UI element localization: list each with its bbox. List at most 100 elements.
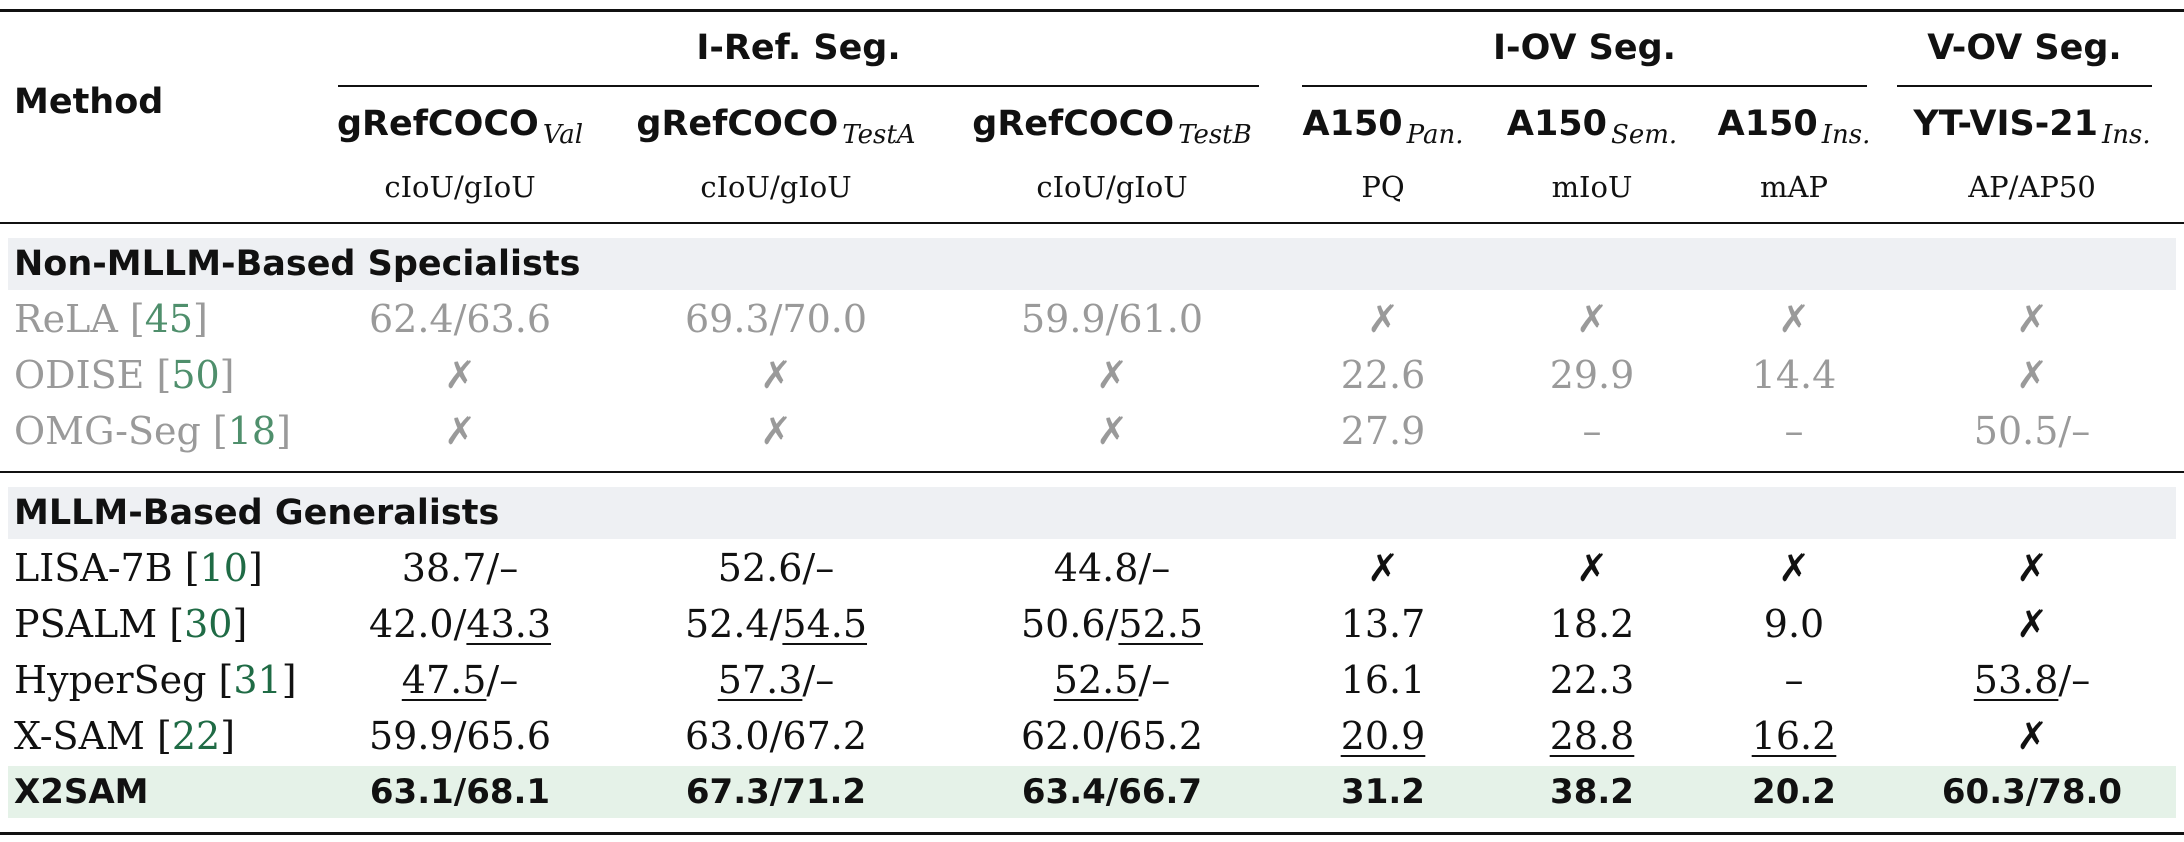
text-segment: ] — [276, 409, 291, 453]
text-segment: 22.3 — [1549, 658, 1635, 702]
section-title: MLLM-Based Generalists — [14, 493, 500, 533]
column-name: gRefCOCO — [336, 104, 539, 144]
text-segment: ✗ — [760, 409, 792, 453]
text-segment: 27.9 — [1340, 409, 1426, 453]
column-name: A150 — [1302, 104, 1403, 144]
text-segment: 29.9 — [1549, 353, 1635, 397]
underlined-value: 20.9 — [1340, 714, 1426, 758]
table-cell: 9.0 — [1634, 596, 1954, 652]
text-segment: ReLA [ — [14, 297, 145, 341]
method-cell: HyperSeg [31] — [14, 652, 297, 708]
column-name: A150 — [1717, 104, 1818, 144]
column-name: YT-VIS-21 — [1913, 104, 2098, 144]
table-cell: 22.3 — [1432, 652, 1752, 708]
column-name: gRefCOCO — [636, 104, 839, 144]
method-cell: ODISE [50] — [14, 347, 235, 403]
text-segment: 38.2 — [1550, 772, 1634, 812]
text-segment: ✗ — [1778, 546, 1810, 590]
column-header: A150 Pan. — [1183, 104, 1583, 150]
column-name: A150 — [1506, 104, 1608, 144]
text-segment: ✗ — [2016, 602, 2048, 646]
text-segment: ] — [219, 353, 235, 397]
bottom-rule — [0, 832, 2184, 835]
citation: 18 — [227, 409, 277, 453]
table-cell: 44.8/– — [952, 540, 1272, 596]
text-segment: ] — [193, 297, 208, 341]
table-cell: ✗ — [952, 347, 1272, 403]
table-cell: 50.5/– — [1872, 403, 2184, 459]
column-metric: cIoU/gIoU — [700, 170, 852, 204]
text-segment: ✗ — [2016, 297, 2048, 341]
table-cell: – — [1432, 403, 1752, 459]
text-segment: ✗ — [444, 409, 476, 453]
table-cell: 38.2 — [1432, 764, 1752, 820]
table-cell: 52.6/– — [616, 540, 936, 596]
table-cell: 42.0/43.3 — [300, 596, 620, 652]
section-rule — [0, 471, 2184, 473]
table-cell: ✗ — [1872, 708, 2184, 764]
table-cell: 63.0/67.2 — [616, 708, 936, 764]
method-cell: ReLA [45] — [14, 291, 208, 347]
text-segment: 16.1 — [1340, 658, 1426, 702]
text-segment: 22.6 — [1340, 353, 1426, 397]
text-segment: 52.4/ — [684, 602, 783, 646]
text-segment: 9.0 — [1763, 602, 1825, 646]
table-cell: 28.8 — [1432, 708, 1752, 764]
text-segment: OMG-Seg [ — [14, 409, 228, 453]
top-rule — [0, 9, 2184, 12]
method-cell: LISA-7B [10] — [14, 540, 263, 596]
text-segment: LISA-7B [ — [14, 546, 200, 590]
text-segment: ✗ — [1576, 546, 1608, 590]
table-cell: 18.2 — [1432, 596, 1752, 652]
text-segment: ✗ — [2016, 714, 2048, 758]
table-cell: 20.9 — [1223, 708, 1543, 764]
table-cell: 16.2 — [1634, 708, 1954, 764]
text-segment: ] — [281, 658, 297, 702]
method-cell: PSALM [30] — [14, 596, 247, 652]
method-header: Method — [14, 82, 164, 122]
table-cell: 63.1/68.1 — [300, 764, 620, 820]
table-cell: 57.3/– — [616, 652, 936, 708]
text-segment: 63.4/66.7 — [1021, 772, 1203, 812]
text-segment: 50.5/– — [1973, 409, 2091, 453]
table-cell: 59.9/65.6 — [300, 708, 620, 764]
text-segment: – — [1582, 409, 1602, 453]
column-metric: cIoU/gIoU — [1036, 170, 1188, 204]
table-cell: 29.9 — [1432, 347, 1752, 403]
table-cell: ✗ — [1432, 291, 1752, 347]
table-cell: 31.2 — [1223, 764, 1543, 820]
column-header: gRefCOCO TestA — [576, 104, 976, 150]
underlined-value: 43.3 — [466, 602, 552, 646]
column-header: A150 Sem. — [1392, 104, 1792, 150]
table-cell: ✗ — [1872, 347, 2184, 403]
highlight-background — [8, 766, 2176, 818]
text-segment: 63.1/68.1 — [369, 772, 551, 812]
text-segment: 62.4/63.6 — [368, 297, 552, 341]
table-cell: ✗ — [1634, 540, 1954, 596]
table-cell: ✗ — [952, 403, 1272, 459]
text-segment: 67.3/71.2 — [685, 772, 867, 812]
column-subscript: Pan. — [1406, 120, 1464, 150]
table-cell: ✗ — [1872, 540, 2184, 596]
text-segment: ✗ — [1096, 353, 1128, 397]
table-cell: 53.8/– — [1872, 652, 2184, 708]
underlined-value: 57.3 — [717, 658, 803, 702]
citation: 30 — [184, 602, 233, 646]
text-segment: 59.9/65.6 — [368, 714, 552, 758]
column-name: gRefCOCO — [972, 104, 1175, 144]
table-cell: ✗ — [1872, 596, 2184, 652]
underlined-value: 52.5 — [1118, 602, 1204, 646]
table-cell: 62.0/65.2 — [952, 708, 1272, 764]
text-segment: /– — [486, 658, 519, 702]
text-segment: 42.0/ — [368, 602, 467, 646]
table-cell: ✗ — [616, 347, 936, 403]
text-segment: 13.7 — [1340, 602, 1426, 646]
table-cell: ✗ — [300, 403, 620, 459]
table-cell: ✗ — [1634, 291, 1954, 347]
table-cell: 27.9 — [1223, 403, 1543, 459]
group-title: I-OV Seg. — [1493, 28, 1676, 68]
column-subscript: Sem. — [1611, 120, 1678, 150]
table-cell: 38.7/– — [300, 540, 620, 596]
table-cell: – — [1634, 652, 1954, 708]
